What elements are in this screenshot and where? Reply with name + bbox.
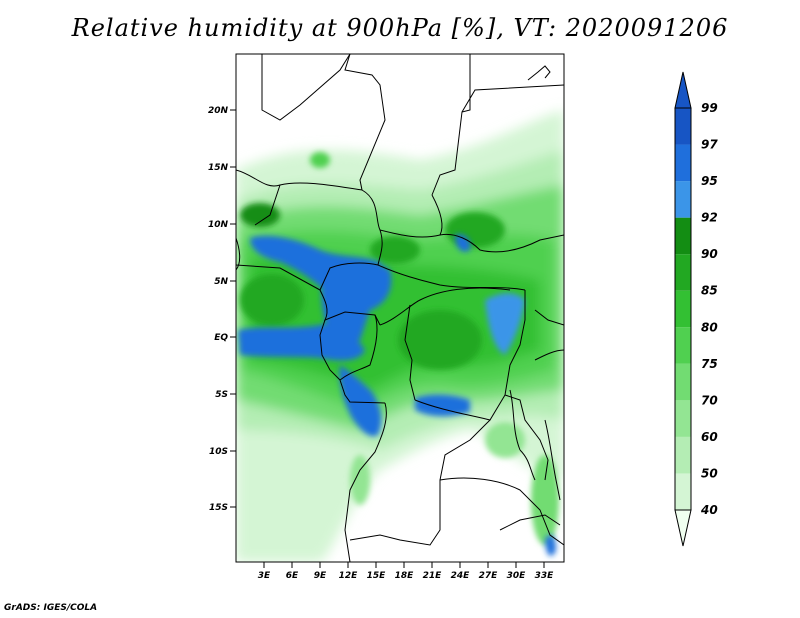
colorbar-label: 60 (701, 430, 718, 444)
lon-label-24e: 24E (451, 571, 471, 581)
colorbar-box (675, 181, 691, 218)
colorbar-box (675, 217, 691, 255)
lat-label-10s: 10S (209, 447, 228, 457)
colorbar-box (675, 436, 691, 474)
lon-tick-labels: 3E 6E 9E 12E 15E 18E 21E 24E 27E 30E 33E (258, 571, 554, 581)
colorbar-label: 75 (701, 357, 718, 371)
colorbar-box (675, 473, 691, 510)
map-frame (235, 53, 565, 563)
colorbar-box (675, 290, 691, 328)
lat-ticks (230, 109, 236, 508)
lat-tick-labels: 20N 15N 10N 5N EQ 5S 10S 15S (208, 106, 229, 513)
lon-label-18e: 18E (395, 571, 415, 581)
lon-label-21e: 21E (423, 571, 443, 581)
lon-label-3e: 3E (258, 571, 271, 581)
lon-label-15e: 15E (367, 571, 387, 581)
colorbar-box (675, 108, 691, 145)
colorbar: 40 50 60 70 75 80 85 90 92 95 97 99 (674, 71, 718, 547)
lat-label-15s: 15S (209, 503, 228, 513)
colorbar-box (675, 144, 691, 182)
lon-label-12e: 12E (339, 571, 359, 581)
lat-label-5n: 5N (214, 277, 228, 287)
colorbar-label: 40 (700, 503, 718, 517)
lat-label-10n: 10N (208, 220, 229, 230)
colorbar-label: 99 (701, 101, 718, 115)
colorbar-box (675, 254, 691, 291)
lon-label-27e: 27E (479, 571, 499, 581)
colorbar-label: 90 (701, 247, 718, 261)
colorbar-frame (674, 107, 692, 511)
lon-label-6e: 6E (286, 571, 299, 581)
colorbar-lower-triangle (674, 509, 692, 547)
lon-label-9e: 9E (314, 571, 327, 581)
lon-label-30e: 30E (507, 571, 527, 581)
colorbar-label: 95 (701, 174, 718, 188)
colorbar-label: 80 (701, 320, 718, 334)
coastline (235, 65, 551, 271)
lat-label-eq: EQ (214, 333, 228, 343)
colorbar-box (675, 400, 691, 437)
colorbar-label: 50 (701, 466, 718, 480)
colorbar-box (675, 363, 691, 401)
lat-label-15n: 15N (208, 163, 229, 173)
lat-label-5s: 5S (215, 390, 228, 400)
colorbar-label: 70 (701, 393, 718, 407)
colorbar-box (675, 327, 691, 364)
lat-label-20n: 20N (208, 106, 229, 116)
lon-label-33e: 33E (535, 571, 555, 581)
colorbar-upper-triangle (674, 71, 692, 109)
lon-ticks (263, 562, 545, 568)
country-borders (236, 54, 564, 562)
colorbar-label: 92 (701, 211, 718, 225)
humidity-field (236, 54, 564, 562)
grads-credit: GrADS: IGES/COLA (4, 603, 98, 613)
map-title: Relative humidity at 900hPa [%], VT: 202… (71, 14, 729, 42)
colorbar-label: 97 (701, 138, 718, 152)
colorbar-label: 85 (701, 284, 718, 298)
